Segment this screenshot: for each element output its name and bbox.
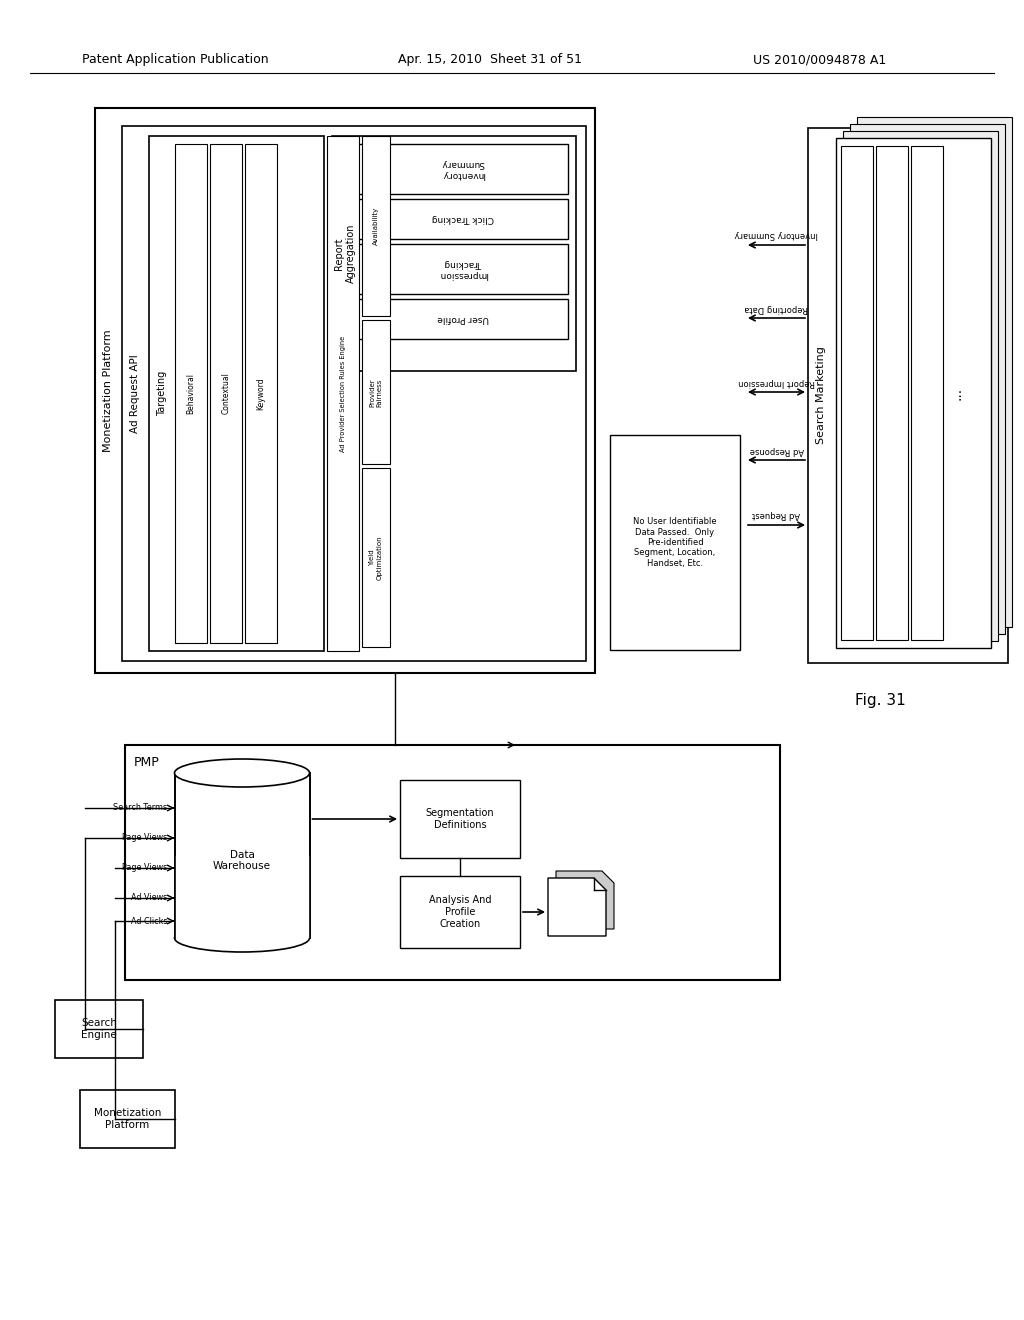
Text: Monetization
Platform: Monetization Platform — [94, 1109, 161, 1130]
Polygon shape — [556, 871, 614, 929]
Bar — [857, 117, 1012, 627]
Text: Targeting: Targeting — [157, 371, 167, 416]
Bar — [122, 125, 586, 661]
Bar — [358, 199, 568, 239]
Text: Ad Response: Ad Response — [750, 446, 804, 454]
Bar — [362, 469, 390, 647]
Bar — [358, 144, 568, 194]
Text: Apr. 15, 2010  Sheet 31 of 51: Apr. 15, 2010 Sheet 31 of 51 — [398, 54, 582, 66]
Text: Analysis And
Profile
Creation: Analysis And Profile Creation — [429, 895, 492, 928]
Text: Search Terms: Search Terms — [114, 804, 168, 813]
Bar — [362, 321, 390, 465]
Text: Ad Request: Ad Request — [753, 511, 801, 520]
Bar — [174, 774, 309, 939]
Text: Report
Aggregation: Report Aggregation — [334, 224, 355, 284]
Ellipse shape — [174, 924, 309, 952]
Bar — [610, 436, 740, 649]
Text: Impression
Tracking: Impression Tracking — [438, 259, 487, 279]
Text: Inventory
Summary: Inventory Summary — [441, 160, 484, 178]
Text: Ad Request API: Ad Request API — [130, 354, 140, 433]
Bar — [245, 144, 278, 643]
Text: Profile Targeting: Profile Targeting — [923, 362, 932, 424]
Bar — [210, 144, 242, 643]
Text: Ad Clicks: Ad Clicks — [131, 916, 168, 925]
Text: Provider
Fairness: Provider Fairness — [370, 378, 383, 407]
Bar — [400, 780, 520, 858]
Bar — [80, 1090, 175, 1148]
Text: User Profile: User Profile — [437, 314, 488, 323]
Text: Keyword: Keyword — [256, 378, 265, 409]
Bar — [95, 108, 595, 673]
Text: Ad Provider Selection Rules Engine: Ad Provider Selection Rules Engine — [340, 335, 346, 451]
Text: Click Tracking: Click Tracking — [432, 214, 495, 223]
Bar — [362, 136, 390, 317]
Text: Page Views: Page Views — [122, 863, 168, 873]
Text: Search
Engine: Search Engine — [81, 1018, 117, 1040]
Text: US 2010/0094878 A1: US 2010/0094878 A1 — [754, 54, 887, 66]
Text: Monetization Platform: Monetization Platform — [103, 329, 113, 451]
Text: Inventory Summary: Inventory Summary — [735, 231, 818, 239]
Text: Ad Views: Ad Views — [131, 894, 168, 903]
Bar — [836, 139, 991, 648]
Bar — [358, 300, 568, 339]
Text: Handset Targeting: Handset Targeting — [853, 358, 861, 428]
Text: Fig. 31: Fig. 31 — [855, 693, 905, 708]
Bar — [850, 124, 1005, 634]
Bar — [55, 1001, 143, 1059]
Text: Patent Application Publication: Patent Application Publication — [82, 54, 268, 66]
Bar — [174, 855, 309, 939]
Text: Reporting Data: Reporting Data — [744, 304, 808, 313]
Text: Page Views: Page Views — [122, 833, 168, 842]
Bar — [150, 136, 324, 651]
Text: Search Marketing: Search Marketing — [816, 347, 826, 445]
Ellipse shape — [174, 759, 309, 787]
Text: Segmentation
Definitions: Segmentation Definitions — [426, 808, 495, 830]
Bar — [400, 876, 520, 948]
Bar — [358, 244, 568, 294]
Bar — [808, 128, 1008, 663]
Bar — [841, 147, 873, 640]
Bar — [125, 744, 780, 979]
Text: No User Identifiable
Data Passed.  Only
Pre-identified
Segment, Location,
Handse: No User Identifiable Data Passed. Only P… — [633, 517, 717, 568]
Text: Contextual: Contextual — [221, 372, 230, 414]
Bar — [876, 147, 908, 640]
Text: Day Part Targeting: Day Part Targeting — [888, 358, 896, 429]
Bar — [327, 136, 359, 651]
Bar — [332, 136, 575, 371]
Text: PMP: PMP — [134, 755, 160, 768]
Text: Report Impression: Report Impression — [738, 378, 815, 387]
Bar — [843, 131, 998, 642]
Text: Data
Warehouse: Data Warehouse — [213, 850, 271, 871]
Polygon shape — [548, 878, 606, 936]
Bar — [175, 144, 207, 643]
Text: ...: ... — [950, 387, 964, 400]
Text: Availability: Availability — [373, 207, 379, 246]
Bar — [911, 147, 943, 640]
Text: Yield
Optimization: Yield Optimization — [370, 536, 383, 579]
Text: Behavioral: Behavioral — [186, 374, 196, 414]
